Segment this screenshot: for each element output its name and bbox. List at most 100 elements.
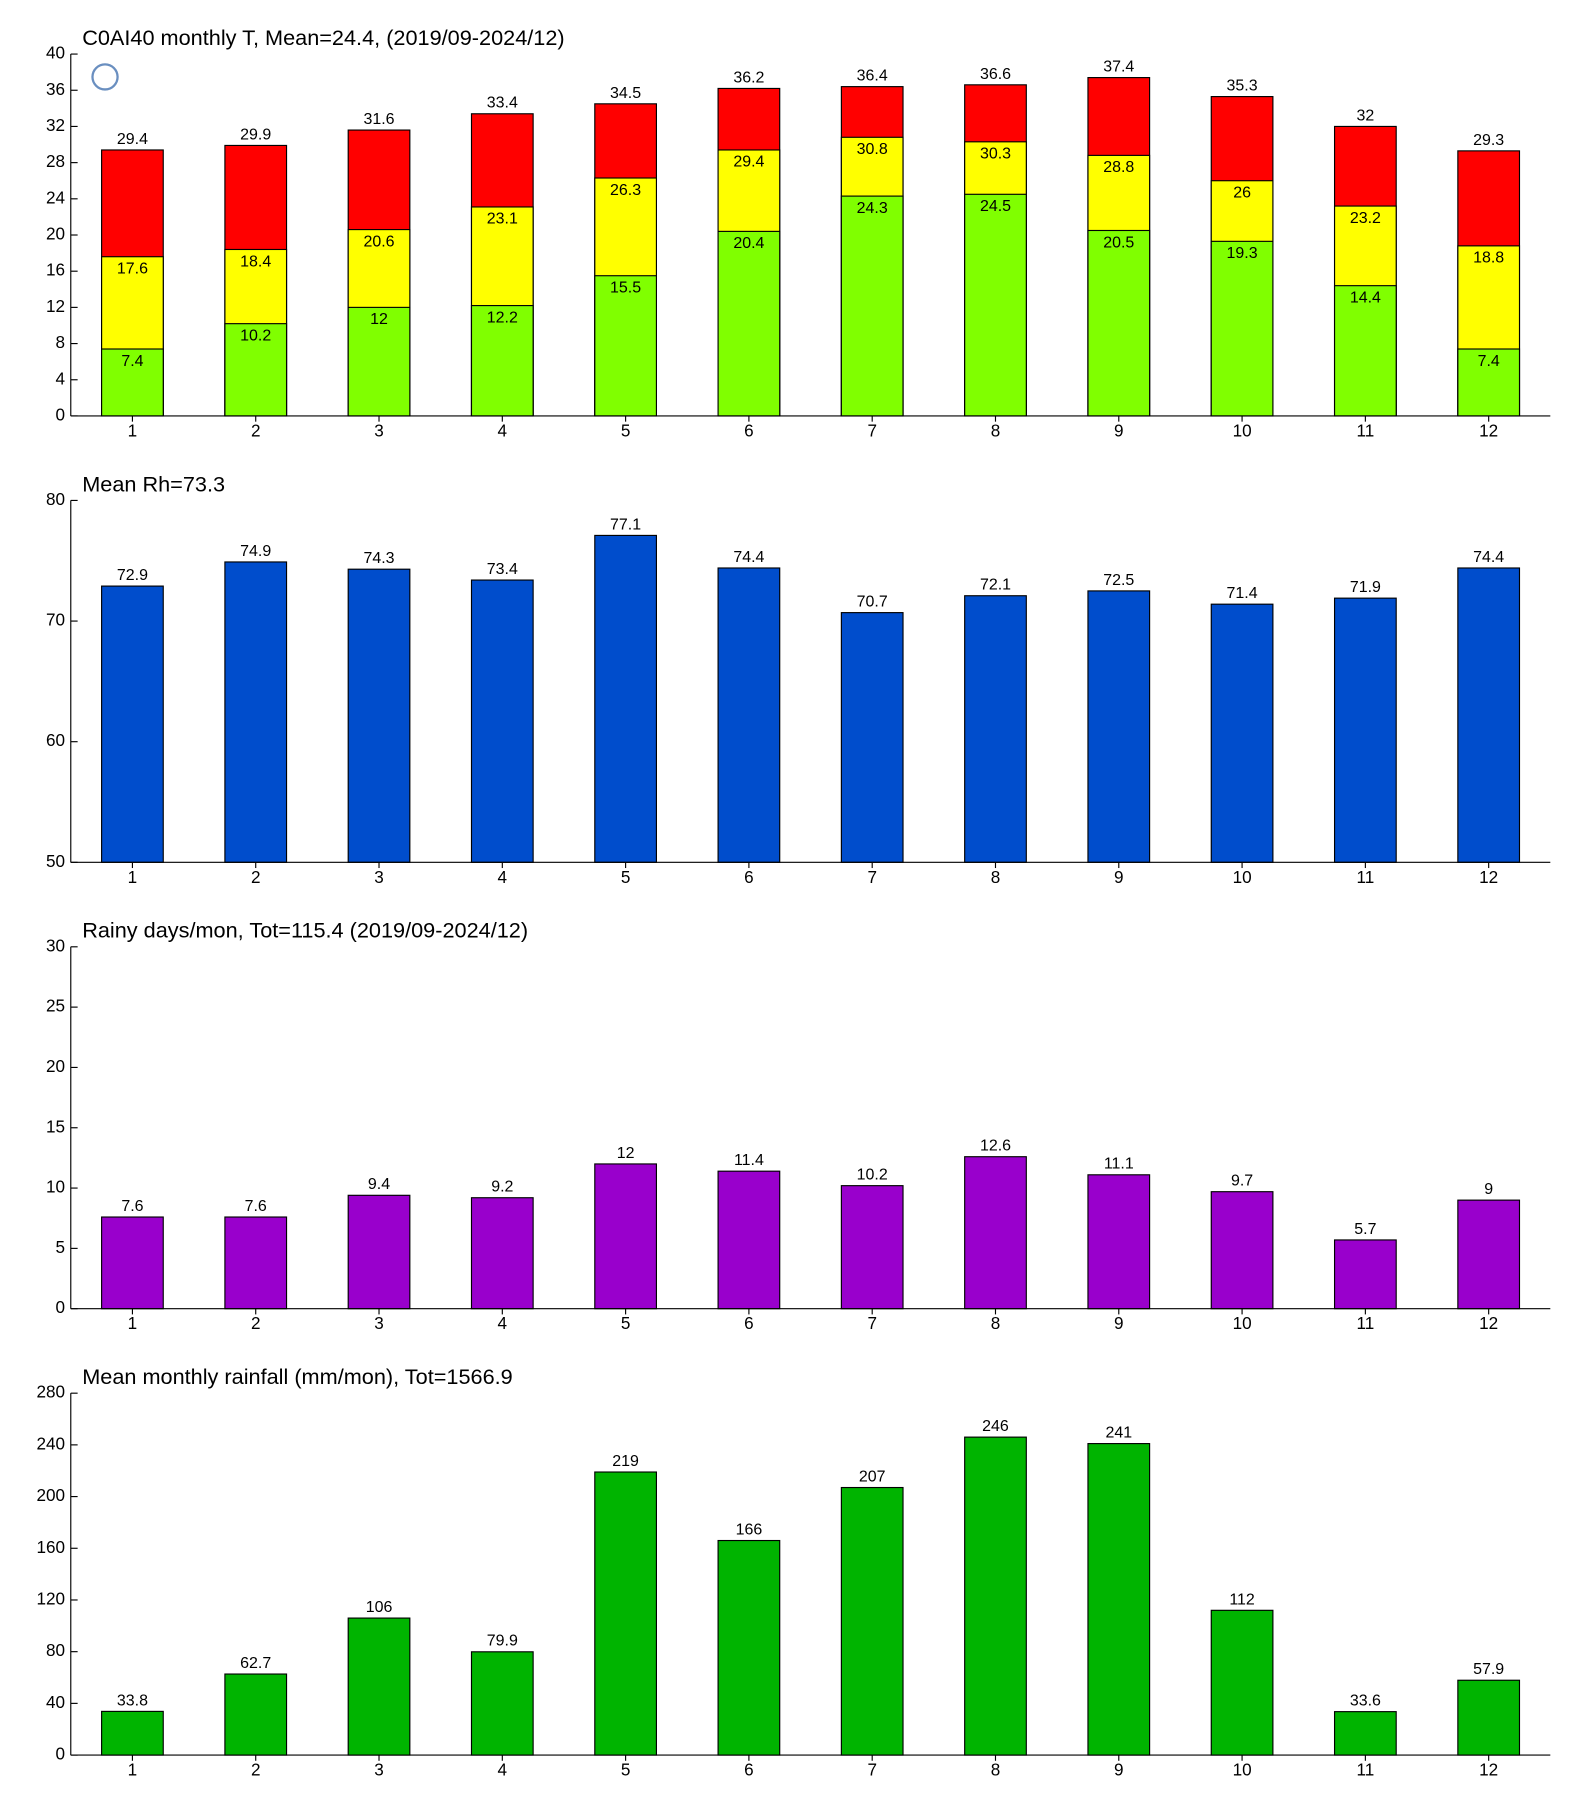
data-label: 12.6 (980, 1138, 1011, 1155)
data-label: 26 (1233, 184, 1251, 201)
x-tick-label: 2 (251, 1761, 261, 1780)
chart-title: Mean Rh=73.3 (82, 471, 225, 496)
bar (594, 534, 658, 863)
bar (347, 306, 411, 417)
bar (101, 1216, 164, 1310)
x-tick-label: 5 (621, 1314, 631, 1333)
y-tick-label: 240 (37, 1434, 66, 1453)
data-label: 62.7 (240, 1655, 271, 1672)
x-tick-label: 9 (1114, 1314, 1124, 1333)
data-label: 7.4 (121, 353, 143, 370)
y-tick-label: 50 (46, 852, 65, 871)
data-label: 73.4 (487, 561, 518, 578)
data-label: 33.4 (487, 95, 518, 112)
data-label: 71.4 (1227, 585, 1258, 602)
y-tick-label: 12 (46, 297, 65, 316)
x-tick-label: 5 (621, 1761, 631, 1780)
data-label: 11.1 (1104, 1156, 1134, 1173)
data-label: 9 (1484, 1181, 1493, 1198)
x-tick-label: 3 (374, 421, 384, 440)
x-tick-label: 10 (1233, 1761, 1252, 1780)
y-tick-label: 28 (46, 152, 65, 171)
data-label: 20.4 (733, 235, 764, 252)
data-label: 112 (1229, 1591, 1255, 1608)
data-label: 9.4 (368, 1176, 390, 1193)
x-tick-label: 8 (991, 868, 1001, 887)
x-tick-label: 12 (1479, 868, 1498, 887)
data-label: 34.5 (610, 85, 641, 102)
y-tick-label: 16 (46, 261, 65, 280)
bar (347, 1617, 411, 1756)
x-tick-label: 11 (1356, 868, 1374, 887)
bar (964, 1436, 1027, 1756)
data-label: 24.5 (980, 198, 1011, 215)
data-label: 28.8 (1103, 159, 1134, 176)
bar (1333, 1239, 1397, 1310)
bar (1457, 567, 1521, 863)
data-label: 32 (1356, 107, 1374, 124)
data-label: 74.4 (733, 549, 764, 566)
x-tick-label: 7 (867, 1314, 877, 1333)
data-label: 33.8 (117, 1692, 148, 1709)
bar (470, 579, 534, 863)
x-tick-label: 3 (374, 1761, 384, 1780)
data-label: 9.7 (1231, 1173, 1253, 1190)
data-label: 57.9 (1473, 1661, 1504, 1678)
data-label: 166 (736, 1521, 763, 1538)
bar (224, 1216, 288, 1310)
x-tick-label: 10 (1233, 868, 1252, 887)
bar (347, 1194, 411, 1310)
y-tick-label: 24 (46, 188, 66, 207)
y-tick-label: 4 (56, 369, 66, 388)
bar (1457, 1679, 1521, 1756)
bar (1087, 590, 1151, 863)
bar (717, 1539, 781, 1756)
x-tick-label: 3 (374, 1314, 384, 1333)
x-tick-label: 1 (128, 868, 138, 887)
bar (840, 195, 904, 417)
data-label: 17.6 (117, 260, 148, 277)
data-label: 18.4 (240, 253, 271, 270)
data-label: 36.4 (857, 68, 888, 85)
bar (594, 1163, 658, 1310)
bar (1210, 1191, 1274, 1310)
bar (717, 1170, 781, 1310)
x-tick-label: 10 (1233, 1314, 1252, 1333)
bar (470, 305, 534, 417)
bar (1333, 285, 1397, 417)
y-tick-label: 0 (56, 405, 66, 424)
bar (717, 230, 781, 417)
data-label: 23.2 (1350, 210, 1381, 227)
x-tick-label: 12 (1479, 1761, 1498, 1780)
x-tick-label: 12 (1479, 1314, 1498, 1333)
data-label: 71.9 (1350, 579, 1381, 596)
data-label: 106 (366, 1599, 393, 1616)
x-tick-label: 8 (991, 421, 1001, 440)
data-label: 7.4 (1478, 353, 1500, 370)
y-tick-label: 5 (56, 1238, 66, 1257)
bar (1210, 603, 1274, 863)
x-tick-label: 7 (867, 868, 877, 887)
x-tick-label: 4 (498, 1761, 508, 1780)
data-label: 12 (617, 1145, 635, 1162)
data-label: 23.1 (487, 211, 518, 228)
bar (964, 595, 1027, 863)
bar (101, 585, 164, 863)
bar (1087, 1443, 1151, 1756)
bar (964, 1156, 1027, 1310)
y-tick-label: 160 (37, 1538, 66, 1557)
x-tick-label: 4 (498, 868, 508, 887)
bar (470, 1197, 534, 1310)
data-label: 74.9 (240, 543, 271, 560)
x-tick-label: 7 (867, 1761, 877, 1780)
y-tick-label: 200 (37, 1486, 66, 1505)
x-tick-label: 2 (251, 1314, 261, 1333)
y-tick-label: 80 (46, 1641, 65, 1660)
x-tick-label: 6 (744, 421, 754, 440)
x-tick-label: 5 (621, 868, 631, 887)
data-label: 7.6 (121, 1198, 143, 1215)
x-tick-label: 11 (1356, 1314, 1374, 1333)
x-tick-label: 9 (1114, 421, 1124, 440)
bar (1333, 597, 1397, 863)
